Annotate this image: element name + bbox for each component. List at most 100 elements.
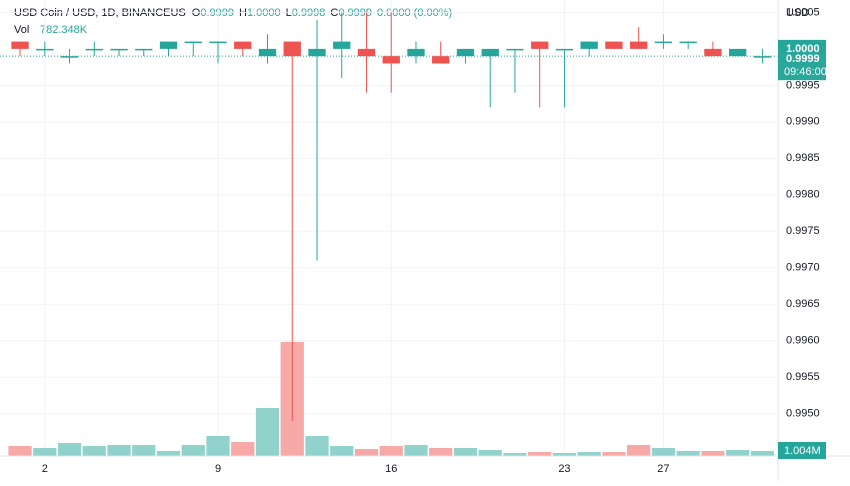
candle-body: [506, 48, 524, 51]
candle-body: [605, 41, 623, 49]
candle-body: [432, 56, 450, 64]
volume-label-box: [778, 442, 826, 460]
y-tick-label: 0.9960: [786, 335, 820, 347]
header-key: C: [330, 7, 338, 19]
volume-bar: [255, 408, 280, 456]
candle-body: [456, 48, 475, 57]
header-value: 0.9999: [200, 7, 234, 19]
header-value: 0.9998: [292, 7, 326, 19]
candle-body: [234, 41, 252, 49]
header-value: 0.0000 (0.00%): [377, 7, 452, 19]
y-tick-label: 0.9955: [786, 371, 820, 383]
y-tick-label: 0.9970: [786, 262, 820, 274]
volume-bar: [57, 443, 82, 456]
volume-bar: [503, 453, 527, 456]
volume-bar: [750, 451, 775, 456]
y-tick-label: 0.9990: [786, 116, 820, 128]
candle-body: [110, 48, 128, 51]
volume-bar: [82, 445, 106, 456]
volume-header: 782.348K: [40, 24, 88, 36]
candle-body: [258, 48, 277, 57]
volume-bar: [33, 447, 57, 456]
volume-bar: [379, 445, 403, 456]
volume-bar: [305, 435, 329, 456]
volume-label: 1.004M: [784, 445, 821, 457]
volume-bar: [627, 444, 651, 456]
candle-body: [60, 56, 79, 58]
candle-body: [481, 48, 499, 57]
candle-body: [753, 56, 772, 58]
volume-bar: [676, 451, 700, 456]
x-tick-label: 27: [657, 463, 669, 475]
volume-bar: [132, 444, 156, 456]
candle-body: [679, 41, 697, 44]
header-value: 0.9999: [338, 7, 372, 19]
volume-bar: [552, 453, 577, 456]
axis-unit: USD: [786, 7, 809, 19]
countdown: 09:46:00: [784, 66, 827, 78]
y-tick-label: 0.9995: [786, 79, 820, 91]
candle-body: [531, 41, 549, 49]
y-tick-label: 0.9965: [786, 298, 820, 310]
x-tick-label: 9: [215, 463, 221, 475]
candle-body: [654, 41, 673, 44]
candle-body: [555, 48, 574, 51]
volume-bar: [726, 450, 750, 456]
header-key: L: [286, 7, 292, 19]
last-price-label: 0.9999: [786, 53, 820, 65]
candle-body: [159, 41, 178, 49]
volume-bar: [651, 447, 676, 456]
volume-bar: [107, 444, 131, 456]
candle-body: [630, 41, 648, 49]
y-tick-label: 0.9975: [786, 225, 820, 237]
volume-bar: [231, 442, 255, 456]
candle-body: [729, 48, 747, 57]
candle-body: [36, 48, 54, 51]
volume-bar: [602, 452, 626, 456]
volume-bar: [701, 451, 725, 456]
candle-body: [85, 48, 103, 51]
volume-bar: [528, 452, 552, 456]
candle-body: [407, 48, 425, 57]
y-tick-label: 1.0005: [786, 6, 820, 18]
volume-bar: [156, 451, 181, 456]
volume-bar: [404, 444, 428, 456]
volume-bar: [330, 445, 354, 456]
volume-bar: [577, 452, 601, 456]
last-price-box: [778, 52, 826, 81]
candle-body: [11, 41, 29, 49]
volume-bar: [206, 435, 230, 456]
candle-body: [308, 48, 326, 57]
chart-title: USD Coin / USD, 1D, BINANCEUS: [14, 7, 186, 19]
y-tick-label: 0.9950: [786, 408, 820, 420]
volume-bar: [8, 445, 32, 456]
header-key: O: [192, 7, 201, 19]
candle-body: [184, 41, 202, 44]
candle-body: [704, 48, 722, 57]
volume-bar: [181, 444, 205, 456]
header: USD Coin / USD, 1D, BINANCEUS Vol 782.34…: [14, 7, 186, 36]
volume-bar: [429, 447, 453, 456]
volume-title: Vol: [14, 24, 29, 36]
y-tick-label: 0.9985: [786, 152, 820, 164]
candle-body: [209, 41, 227, 44]
candle-body: [135, 48, 153, 51]
header-key: H: [239, 7, 247, 19]
volume-bar: [354, 448, 379, 456]
volume-bar: [453, 447, 478, 456]
x-tick-label: 2: [42, 463, 48, 475]
y-tick-label: 0.9980: [786, 189, 820, 201]
x-tick-label: 23: [558, 463, 570, 475]
candle-body: [580, 41, 598, 49]
candle-body: [382, 56, 400, 64]
header-value: 1.0000: [247, 7, 281, 19]
candle-body: [357, 48, 376, 57]
candle-body: [283, 41, 301, 57]
volume-bar: [478, 450, 502, 456]
time-axis-bg: [0, 456, 850, 481]
high-price-label: 1.0000: [786, 43, 820, 55]
x-tick-label: 16: [385, 463, 397, 475]
candle-body: [333, 41, 351, 49]
